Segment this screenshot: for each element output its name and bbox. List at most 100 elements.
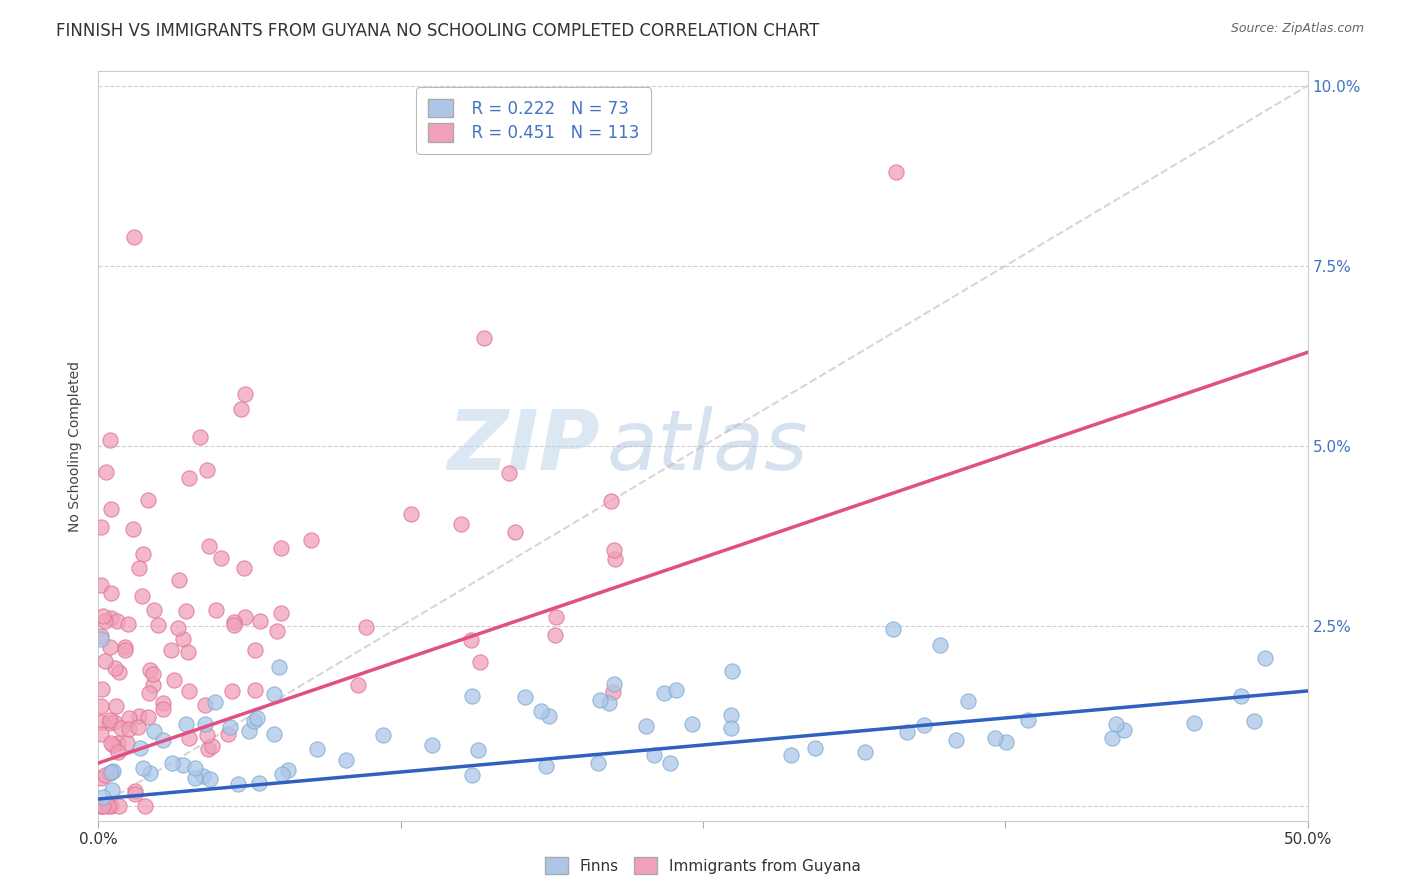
Point [94,614,117,628]
Point [1243,714,1265,728]
Point [132,761,155,775]
Point [114,642,136,657]
Point [243,714,266,728]
Point [172,758,194,772]
Point [371,728,394,742]
Point [105,614,128,628]
Point [90,771,112,785]
Point [142,666,165,681]
Point [103,714,125,729]
Point [152,696,174,710]
Point [104,699,127,714]
Point [177,731,200,745]
Point [233,610,256,624]
Point [209,551,232,566]
Point [804,741,827,756]
Point [98,766,121,780]
Point [994,735,1017,749]
Point [94,465,117,479]
Point [124,787,146,801]
Point [217,727,239,741]
Point [131,589,153,603]
Point [118,711,141,725]
Point [128,561,150,575]
Point [1254,651,1277,665]
Point [152,733,174,747]
Point [721,664,744,678]
Point [90,629,112,643]
Point [163,673,186,687]
Point [139,663,162,677]
Point [117,722,139,736]
Point [855,745,877,759]
Point [399,507,422,521]
Point [536,759,558,773]
Point [122,522,145,536]
Point [643,747,665,762]
Point [198,772,221,786]
Point [94,653,117,667]
Point [98,715,121,730]
Point [1017,713,1039,727]
Point [882,622,904,636]
Point [537,709,560,723]
Point [1114,723,1136,738]
Text: FINNISH VS IMMIGRANTS FROM GUYANA NO SCHOOLING COMPLETED CORRELATION CHART: FINNISH VS IMMIGRANTS FROM GUYANA NO SCH… [56,22,820,40]
Point [271,767,294,781]
Point [184,761,207,775]
Point [146,617,169,632]
Point [586,756,609,771]
Point [263,727,285,741]
Point [138,686,160,700]
Point [91,789,114,804]
Point [139,765,162,780]
Point [90,714,112,729]
Point [94,768,117,782]
Point [602,685,624,699]
Point [152,701,174,715]
Point [245,682,267,697]
Point [354,620,377,634]
Point [270,541,292,556]
Point [461,768,484,782]
Point [160,643,183,657]
Point [201,739,224,753]
Point [191,769,214,783]
Point [420,739,443,753]
Point [134,799,156,814]
Point [468,655,491,669]
Point [100,586,122,600]
Point [603,543,626,558]
Point [218,720,240,734]
Point [172,632,194,646]
Point [195,462,218,476]
Point [222,618,245,632]
Point [195,728,218,742]
Point [983,731,1005,745]
Point [177,645,200,659]
Point [233,561,256,575]
Point [544,628,567,642]
Point [143,723,166,738]
Point [233,387,256,401]
Point [222,615,245,629]
Point [179,684,201,698]
Point [221,684,243,698]
Point [1230,690,1253,704]
Point [1101,731,1123,746]
Point [176,604,198,618]
Point [193,716,215,731]
Point [143,603,166,617]
Point [107,736,129,750]
Point [544,610,567,624]
Point [929,638,952,652]
Point [128,741,150,756]
Point [249,614,271,628]
Point [142,678,165,692]
Point [498,466,520,480]
Point [197,742,219,756]
Point [136,710,159,724]
Point [467,742,489,756]
Point [896,724,918,739]
Point [515,690,537,705]
